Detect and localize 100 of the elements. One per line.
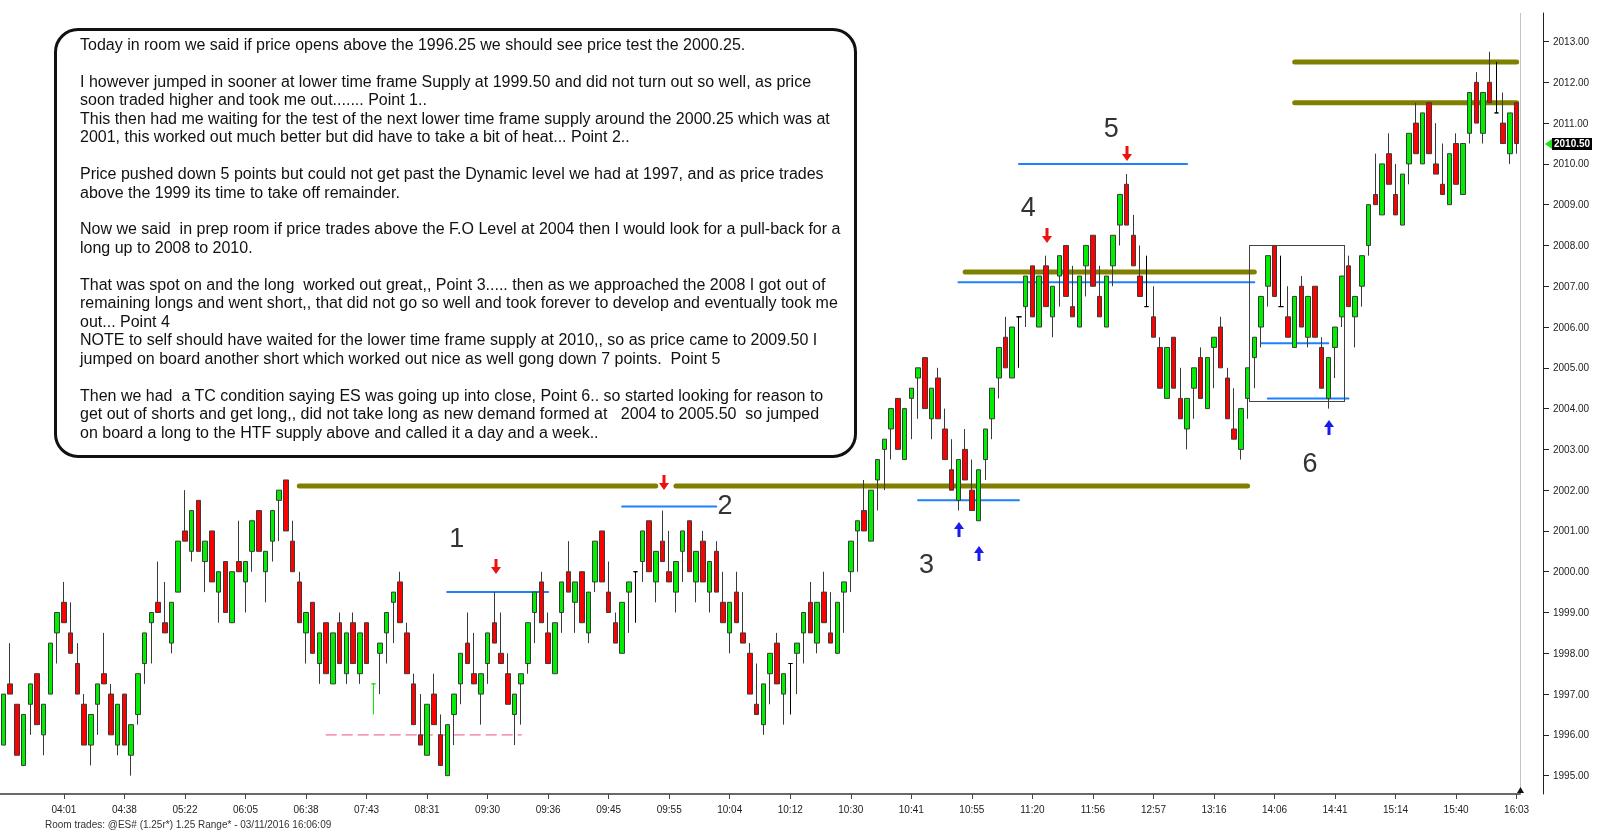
annotation: That was spot on and the long worked out great,, Point 3..... then as we approached the 2008 I got out of remaining longs and went short,, that did not go so well and took forever to develop and eventually took me out... Point 4 NOTE to self should have waited for the lower time frame supply at 2010,, so as price came to 2009.50 I jumped on board another short which worked out nice as well gong down 7 points. Point 5 (80, 275, 839, 369)
y-tick-label: 1995.00 (1553, 770, 1590, 782)
annotation: 3 (918, 548, 935, 579)
x-tick-label: 09:36 (535, 803, 562, 815)
candlestick (1104, 275, 1109, 328)
candlestick (445, 724, 450, 777)
candlestick (788, 662, 793, 715)
x-tick-label: 10:30 (838, 803, 864, 815)
candlestick (1433, 122, 1439, 175)
y-tick-label: 2008.00 (1553, 239, 1590, 251)
x-tick-label: 16:03 (1504, 803, 1530, 815)
candlestick (404, 622, 410, 675)
candlestick (942, 408, 948, 461)
y-tick-label: 2004.00 (1553, 403, 1590, 415)
candlestick (680, 530, 685, 583)
x-tick-label: 15:40 (1443, 803, 1470, 815)
candlestick (1023, 275, 1028, 328)
candlestick (1359, 255, 1365, 308)
candlestick (1144, 255, 1149, 308)
candlestick (411, 673, 416, 726)
annotation: I however jumped in sooner at lower time frame Supply at 1999.50 and did not turn out so well, as price soon traded higher and took me out....... Point 1.. This then had me waiting for the test of the next lower time frame supply around the 2000.25 which was at 2001, this worked out much better but did have to take a bit of heat... Point 2.. (80, 72, 831, 147)
x-tick-label: 08:31 (414, 803, 441, 815)
annotation: 5 (1103, 112, 1119, 143)
annotation: 6 (1302, 447, 1318, 478)
annotation: 2 (717, 489, 733, 520)
annotation: Price pushed down 5 points but could not get past the Dynamic level we had at 1997, and as price trades above the 1999 its time to take off remainder. (80, 165, 825, 203)
y-tick-label: 2005.00 (1553, 362, 1590, 374)
candlestick (794, 642, 800, 695)
candlestick (518, 673, 524, 726)
y-tick-label: 2003.00 (1553, 443, 1590, 455)
candlestick (1137, 244, 1143, 297)
candlestick (1077, 275, 1082, 328)
x-tick-label: 10:04 (717, 803, 743, 815)
candlestick (828, 591, 833, 644)
x-tick-label: 09:55 (656, 803, 683, 815)
candlestick (1151, 285, 1156, 338)
candlestick (384, 612, 389, 664)
annotation: Then we had a TC condition saying ES was going up into close, Point 6.. so started looking for reason to get out of shorts and get long,, did not take long as new demand formed at 2004 to 2005.50 so jumped on board a long to the HTF supply above and called it a day and a week.. (80, 386, 825, 443)
x-tick-label: 07:43 (354, 803, 380, 815)
candlestick (1258, 295, 1264, 348)
candlestick (633, 571, 638, 624)
candlestick (909, 387, 914, 440)
candlestick (559, 581, 564, 634)
y-tick-label: 2011.00 (1553, 117, 1589, 129)
candlestick (1131, 214, 1136, 267)
y-tick-label: 1996.00 (1553, 729, 1590, 741)
candlestick (532, 591, 537, 644)
candlestick (1252, 336, 1257, 389)
candlestick (1070, 265, 1075, 318)
y-tick-label: 2006.00 (1553, 321, 1590, 333)
candlestick (740, 591, 746, 644)
candlestick (492, 591, 497, 644)
candlestick (1494, 61, 1499, 114)
text: 2010.50 (1552, 138, 1593, 150)
candlestick (270, 510, 275, 563)
annotation: Now we said in prep room if price trades above the F.O Level at 2004 then I would look for a pull-back for a long up to 2008 to 2010. (80, 220, 841, 258)
candlestick (626, 581, 632, 634)
candlestick (539, 571, 544, 624)
y-tick-label: 1998.00 (1553, 647, 1590, 659)
annotation: Today in room we said if price opens above the 1996.25 we should see price test the 2000.25. (80, 35, 747, 55)
x-tick-label: 14:41 (1322, 803, 1348, 815)
x-tick-label: 04:38 (111, 803, 138, 815)
candlestick (983, 428, 988, 481)
x-tick-label: 10:12 (777, 803, 804, 815)
x-tick-label: 06:05 (232, 803, 259, 815)
annotation: 4 (1020, 191, 1036, 222)
candlestick (1225, 367, 1230, 420)
candlestick (835, 601, 840, 654)
candlestick (747, 642, 753, 695)
x-tick-label: 13:16 (1201, 803, 1227, 815)
candlestick (801, 612, 806, 664)
candlestick (438, 713, 443, 766)
candlestick (1467, 92, 1472, 145)
x-tick-label: 10:41 (898, 803, 925, 815)
candlestick (734, 571, 739, 624)
candlestick (1366, 204, 1371, 257)
candlestick (75, 642, 80, 695)
candlestick (498, 612, 504, 664)
y-tick-label: 2009.00 (1553, 199, 1590, 211)
y-tick-label: 2000.00 (1553, 566, 1590, 578)
x-tick-label: 09:30 (475, 803, 501, 815)
candlestick (1205, 357, 1210, 410)
x-tick-label: 09:45 (596, 803, 622, 815)
annotation: 1 (449, 522, 465, 553)
x-tick-label: 06:38 (293, 803, 319, 815)
x-tick-label: 12:57 (1140, 803, 1167, 815)
candlestick (1097, 265, 1102, 318)
y-tick-label: 2001.00 (1553, 525, 1590, 537)
y-tick-label: 2010.00 (1553, 158, 1590, 170)
candlestick (451, 693, 457, 746)
candlestick (949, 438, 954, 491)
candlestick (1319, 336, 1324, 389)
candlestick (48, 642, 53, 695)
candlestick (371, 683, 376, 715)
candlestick (465, 612, 470, 664)
y-tick-label: 2002.00 (1553, 484, 1590, 496)
candlestick (485, 632, 490, 685)
candlestick (1016, 316, 1022, 369)
candlestick (458, 652, 463, 705)
y-tick-label: 2012.00 (1553, 76, 1590, 88)
